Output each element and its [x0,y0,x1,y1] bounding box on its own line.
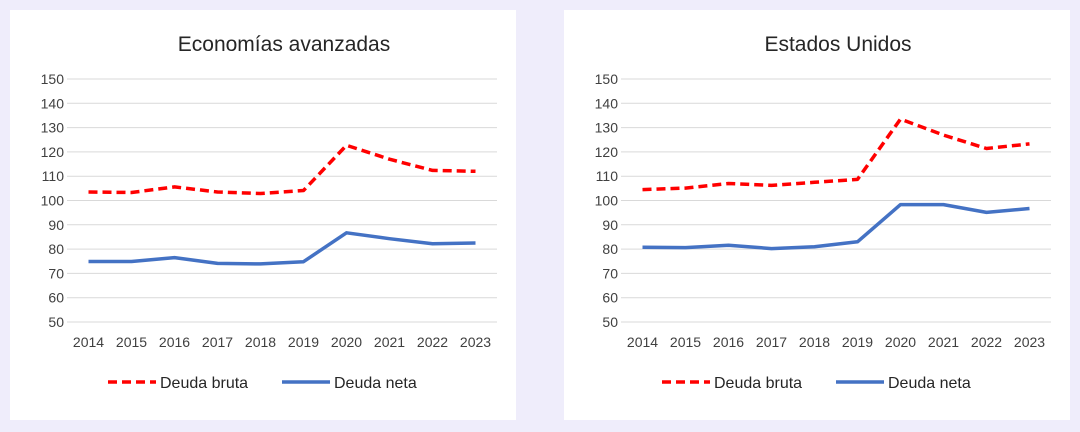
y-tick-label: 90 [602,217,618,233]
y-tick-label: 110 [42,168,65,184]
y-tick-label: 140 [41,95,65,111]
chart-united-states: Estados Unidos 50 60 70 80 90 100 110 120 130 140 1… [595,33,1051,392]
legend-label: Deuda neta [334,375,417,392]
y-tick-label: 110 [596,168,619,184]
y-tick-label: 60 [602,290,618,306]
x-tick-label: 2022 [971,334,1002,350]
y-tick-label: 60 [48,290,64,306]
y-tick-label: 120 [595,144,619,160]
x-tick-label: 2017 [756,334,787,350]
y-tick-label: 130 [41,120,65,136]
x-tick-label: 2015 [116,334,147,350]
x-tick-label: 2017 [202,334,233,350]
chart-panel-advanced-economies: Economías avanzadas 50 60 70 80 90 100 110 120 13… [10,10,516,420]
y-tick-label: 50 [48,314,64,330]
y-tick-label: 130 [595,120,619,136]
x-tick-label: 2020 [885,334,916,350]
y-tick-label: 120 [41,144,65,160]
x-tick-label: 2023 [1014,334,1045,350]
x-tick-label: 2020 [331,334,362,350]
x-tick-label: 2021 [928,334,959,350]
x-tick-label: 2023 [460,334,491,350]
x-tick-label: 2016 [713,334,744,350]
x-tick-label: 2022 [417,334,448,350]
x-tick-label: 2021 [374,334,405,350]
x-tick-label: 2018 [245,334,276,350]
chart-panel-united-states: Estados Unidos 50 60 70 80 90 100 110 120 130 140 1… [564,10,1070,420]
x-tick-label: 2015 [670,334,701,350]
series-line-deuda-neta [642,202,1030,251]
y-tick-label: 80 [602,241,618,257]
legend-label: Deuda bruta [714,375,802,392]
legend-label: Deuda neta [888,375,971,392]
x-tick-label: 2018 [799,334,830,350]
y-tick-label: 70 [602,265,618,281]
y-tick-label: 90 [48,217,64,233]
legend-label: Deuda bruta [160,375,248,392]
y-tick-label: 140 [595,95,619,111]
y-tick-label: 150 [595,71,619,87]
chart-advanced-economies: Economías avanzadas 50 60 70 80 90 100 110 120 13… [41,33,497,392]
y-tick-label: 100 [41,193,65,209]
y-tick-label: 80 [48,241,64,257]
series-line-deuda-bruta [642,117,1030,192]
series-line-deuda-neta [88,231,476,266]
chart-title: Estados Unidos [764,33,911,56]
x-tick-label: 2014 [627,334,658,350]
x-tick-label: 2019 [288,334,319,350]
x-tick-label: 2014 [73,334,104,350]
x-tick-label: 2019 [842,334,873,350]
x-tick-label: 2016 [159,334,190,350]
y-tick-label: 70 [48,265,64,281]
chart-title: Economías avanzadas [178,33,390,56]
y-tick-label: 50 [602,314,618,330]
y-tick-label: 150 [41,71,65,87]
y-tick-label: 100 [595,193,619,209]
series-line-deuda-bruta [88,143,476,196]
